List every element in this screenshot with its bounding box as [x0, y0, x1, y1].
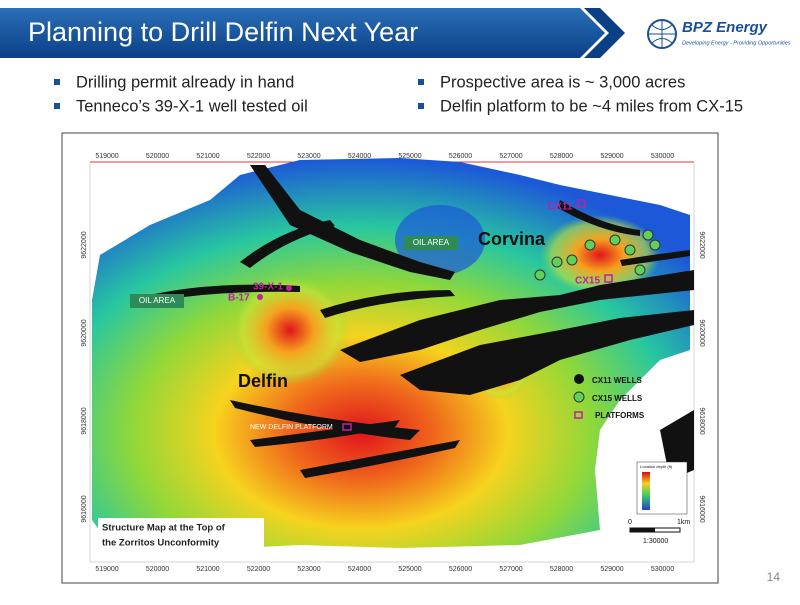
- x-coord-label: 519000: [95, 566, 118, 573]
- legend-label: PLATFORMS: [595, 411, 645, 420]
- colorbar-title: Location depth (ft): [640, 464, 673, 469]
- y-coord-label: 9622000: [81, 231, 88, 258]
- x-coord-label: 526000: [449, 153, 472, 160]
- corvina-high: [540, 215, 660, 295]
- x-coord-label: 530000: [651, 153, 674, 160]
- x-coord-label: 530000: [651, 566, 674, 573]
- legend-swatch: [573, 391, 585, 403]
- cx15-wells: [534, 229, 661, 281]
- x-coord-label: 525000: [398, 566, 421, 573]
- oil-area-box: [404, 236, 458, 250]
- x-coord-label: 523000: [297, 153, 320, 160]
- oil-area-box: [130, 294, 184, 308]
- legend-label: CX15 WELLS: [592, 394, 643, 403]
- x-coord-label: 519000: [95, 153, 118, 160]
- x-coord-label: 527000: [499, 153, 522, 160]
- bullet: [54, 79, 60, 85]
- scale-label: 0: [628, 519, 632, 526]
- x-coord-label: 523000: [297, 566, 320, 573]
- x-coord-label: 521000: [196, 566, 219, 573]
- y-coord-label: 9620000: [698, 319, 705, 346]
- oil-area-label: OIL AREA: [413, 238, 450, 247]
- y-coord-label: 9622000: [698, 231, 705, 258]
- logo-name: BPZ Energy: [682, 19, 768, 36]
- x-coord-label: 520000: [146, 153, 169, 160]
- legend-swatch: [574, 374, 584, 384]
- x-coord-label: 524000: [348, 153, 371, 160]
- field-label: Corvina: [478, 229, 546, 249]
- x-coord-label: 524000: [348, 566, 371, 573]
- colorbar: [642, 472, 650, 510]
- platform-label: NEW DELFIN PLATFORM: [250, 424, 333, 431]
- x-coord-label: 529000: [600, 566, 623, 573]
- x-coord-label: 522000: [247, 153, 270, 160]
- bullet: [54, 103, 60, 109]
- header-arrow: [584, 8, 625, 58]
- x-coord-label: 526000: [449, 566, 472, 573]
- well-label: 39-X-1: [253, 282, 283, 293]
- bullet-text: Drilling permit already in hand: [76, 73, 294, 91]
- delfin-platform: [342, 423, 352, 431]
- well-label: CX15: [575, 276, 600, 287]
- header-bar: [0, 8, 605, 58]
- bullet-text: Delfin platform to be ~4 miles from CX-1…: [440, 97, 743, 115]
- x-coord-label: 528000: [550, 153, 573, 160]
- logo-grid: [648, 20, 676, 48]
- well-label: CX11: [548, 202, 573, 213]
- bullet-text: Prospective area is ~ 3,000 acres: [440, 73, 685, 91]
- y-coord-label: 9616000: [698, 495, 705, 522]
- x-coord-label: 529000: [600, 153, 623, 160]
- cx11-platform: [577, 199, 586, 208]
- logo-tagline: Developing Energy - Providing Opportunit…: [682, 40, 791, 46]
- well-label: B-17: [228, 293, 250, 304]
- caption-box: [98, 518, 264, 552]
- x-coord-label: 522000: [247, 566, 270, 573]
- slide-title: Planning to Drill Delfin Next Year: [28, 17, 418, 47]
- y-coord-label: 9618000: [81, 407, 88, 434]
- legend-swatch: [574, 411, 583, 419]
- bullet: [418, 79, 424, 85]
- x-coord-label: 525000: [398, 153, 421, 160]
- page-number: 14: [767, 570, 781, 584]
- y-coord-label: 9620000: [81, 319, 88, 346]
- scale-ratio: 1:30000: [643, 538, 668, 545]
- scale-label: 1km: [677, 519, 690, 526]
- y-coord-label: 9616000: [81, 495, 88, 522]
- x-coord-label: 527000: [499, 566, 522, 573]
- well-b17: [257, 294, 263, 300]
- delfin-high: [230, 275, 350, 385]
- field-label: Delfin: [238, 371, 288, 391]
- y-coord-label: 9618000: [698, 407, 705, 434]
- scale-bar-fill: [630, 528, 655, 532]
- well-39x1: [286, 285, 292, 291]
- legend-label: CX11 WELLS: [592, 376, 642, 385]
- caption: Structure Map at the Top of: [102, 523, 226, 534]
- oil-area-label: OIL AREA: [139, 296, 176, 305]
- bullet-text: Tenneco’s 39-X-1 well tested oil: [76, 97, 308, 115]
- x-coord-label: 521000: [196, 153, 219, 160]
- bullet: [418, 103, 424, 109]
- x-coord-label: 528000: [550, 566, 573, 573]
- cx15-platform: [604, 274, 613, 283]
- x-coord-label: 520000: [146, 566, 169, 573]
- caption: the Zorritos Unconformity: [102, 538, 220, 549]
